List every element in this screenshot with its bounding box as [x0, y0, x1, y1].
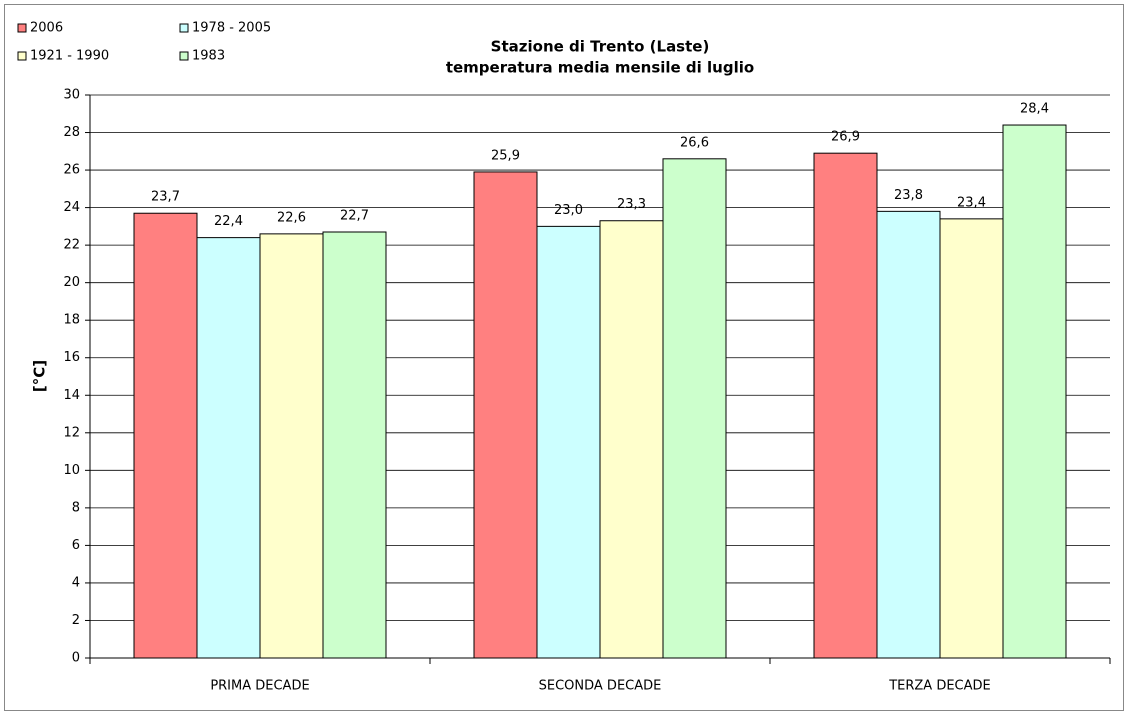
value-label: 23,0 — [554, 203, 583, 218]
y-tick-label: 6 — [72, 538, 80, 553]
bar — [876, 210, 941, 659]
value-label: 23,7 — [151, 190, 180, 205]
bar — [1002, 124, 1067, 659]
y-tick-label: 10 — [63, 463, 80, 478]
y-axis-label: [°C] — [31, 360, 49, 392]
value-label: 23,8 — [894, 188, 923, 203]
y-tick-label: 2 — [72, 613, 80, 628]
value-label: 26,9 — [831, 130, 860, 145]
value-label: 22,6 — [277, 210, 306, 225]
legend-label: 1983 — [192, 49, 225, 64]
bar — [133, 212, 198, 659]
bar — [813, 152, 878, 659]
value-label: 28,4 — [1020, 102, 1049, 117]
y-tick-label: 12 — [63, 425, 80, 440]
value-label: 26,6 — [680, 135, 709, 150]
legend-swatch — [17, 23, 27, 33]
y-tick-label: 0 — [72, 651, 80, 666]
bar — [599, 220, 664, 659]
bar — [196, 237, 261, 659]
bar — [662, 158, 727, 659]
legend-swatch — [17, 51, 27, 61]
y-tick-label: 24 — [63, 200, 80, 215]
y-tick-label: 16 — [63, 350, 80, 365]
y-tick-label: 8 — [72, 500, 80, 515]
legend-label: 1978 - 2005 — [192, 21, 271, 36]
bar — [536, 225, 601, 659]
legend-label: 1921 - 1990 — [30, 49, 109, 64]
value-label: 22,4 — [214, 214, 243, 229]
bar — [259, 233, 324, 659]
chart-subtitle: temperatura media mensile di luglio — [446, 59, 754, 77]
y-tick-label: 18 — [63, 313, 80, 328]
y-tick-label: 30 — [63, 88, 80, 103]
bar — [939, 218, 1004, 659]
bar — [322, 231, 387, 659]
value-label: 22,7 — [340, 208, 369, 223]
y-tick-label: 14 — [63, 388, 80, 403]
x-tick-label: TERZA DECADE — [888, 679, 991, 694]
y-tick-label: 26 — [63, 163, 80, 178]
legend-label: 2006 — [30, 21, 63, 36]
x-tick-label: PRIMA DECADE — [210, 679, 309, 694]
y-tick-label: 4 — [72, 575, 80, 590]
y-tick-label: 20 — [63, 275, 80, 290]
y-tick-label: 22 — [63, 238, 80, 253]
value-label: 23,4 — [957, 195, 986, 210]
y-tick-label: 28 — [63, 125, 80, 140]
chart-title: Stazione di Trento (Laste) — [491, 38, 710, 56]
value-label: 25,9 — [491, 148, 520, 163]
legend-swatch — [179, 23, 189, 33]
legend-swatch — [179, 51, 189, 61]
value-label: 23,3 — [617, 197, 646, 212]
x-tick-label: SECONDA DECADE — [539, 679, 662, 694]
bar — [473, 171, 538, 659]
